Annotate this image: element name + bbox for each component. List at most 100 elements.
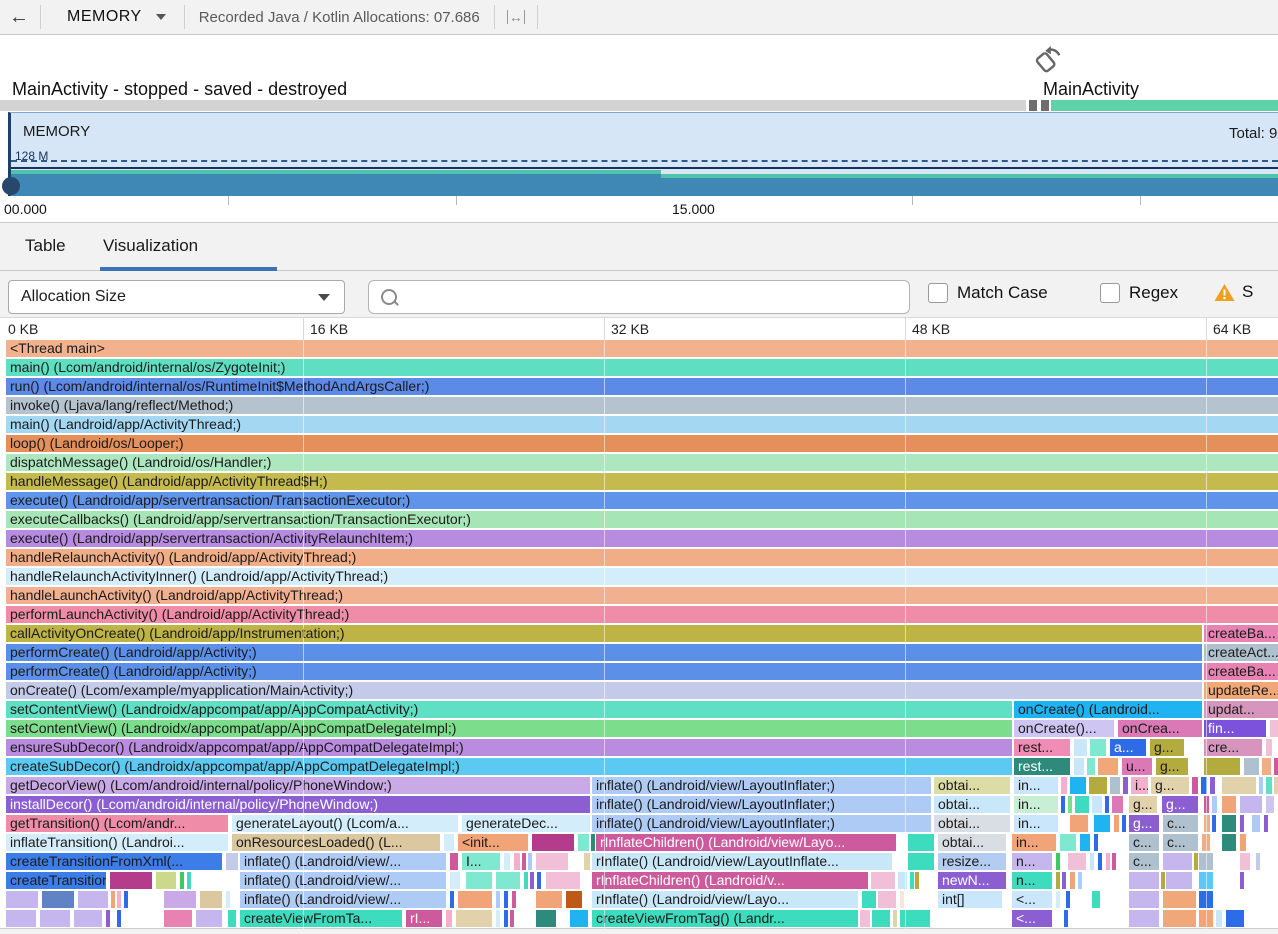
flame-segment[interactable]: g... [1156,758,1188,775]
flame-fragment[interactable] [1163,910,1196,927]
flame-fragment[interactable] [1062,872,1066,889]
flame-fragment[interactable] [504,891,508,908]
flame-segment[interactable]: g... [1129,815,1159,832]
flame-fragment[interactable] [1240,815,1244,832]
flame-fragment[interactable] [1094,815,1110,832]
flame-segment[interactable]: installDecor() (Lcom/android/internal/po… [6,796,590,813]
flame-fragment[interactable] [458,891,492,908]
zoom-to-fit-icon[interactable]: ↔ [506,9,525,25]
flame-fragment[interactable] [1163,891,1196,908]
flame-fragment[interactable] [536,891,562,908]
flame-fragment[interactable] [444,834,454,851]
flame-fragment[interactable] [1222,796,1236,813]
flame-segment[interactable]: createViewFromTa... [240,910,402,927]
flame-fragment[interactable] [450,891,454,908]
flame-fragment[interactable] [1166,872,1192,889]
flame-fragment[interactable] [1240,796,1262,813]
flame-segment[interactable]: in... [1012,834,1056,851]
flame-fragment[interactable] [530,872,534,889]
flame-fragment[interactable] [1274,777,1278,794]
flame-segment[interactable]: u... [1122,758,1152,775]
flame-fragment[interactable] [466,872,492,889]
flame-fragment[interactable] [1080,834,1090,851]
flame-segment[interactable]: onCreate()... [1014,720,1114,737]
flame-fragment[interactable] [1060,834,1076,851]
flame-fragment[interactable] [1112,853,1116,870]
flame-fragment[interactable] [915,872,919,889]
flame-fragment[interactable] [1075,796,1089,813]
flame-segment[interactable]: inflate() (Landroid/view/... [240,891,446,908]
flame-segment[interactable]: in... [1014,815,1058,832]
memory-panel[interactable]: MEMORY Total: 9 128 M [2,112,1278,200]
flame-fragment[interactable] [1274,758,1278,775]
flame-segment[interactable]: obtai... [934,777,1010,794]
flame-fragment[interactable] [1129,891,1159,908]
flame-segment[interactable]: createTransitionFromXml(... [6,853,222,870]
flame-fragment[interactable] [504,853,510,870]
flame-segment[interactable]: run() (Lcom/android/internal/os/RuntimeI… [6,378,1278,395]
flame-segment[interactable]: main() (Landroid/app/ActivityThread;) [6,416,1278,433]
flame-fragment[interactable] [1266,739,1272,756]
flame-fragment[interactable] [196,910,222,927]
flame-fragment[interactable] [1216,910,1222,927]
flame-segment[interactable]: rest... [1014,758,1070,775]
flame-segment[interactable]: ensureSubDecor() (Landroidx/appcompat/ap… [6,739,1012,756]
flame-segment[interactable]: n... [1012,853,1052,870]
flame-segment[interactable]: generateLayout() (Lcom/a... [232,815,458,832]
flame-fragment[interactable] [1262,758,1271,775]
flame-fragment[interactable] [1161,872,1165,889]
flame-segment[interactable]: inflateTransition() (Landroi... [6,834,228,851]
flame-fragment[interactable] [1068,796,1072,813]
flame-segment[interactable]: performLaunchActivity() (Landroid/app/Ac… [6,606,1278,623]
flame-segment[interactable]: executeCallbacks() (Landroid/app/servert… [6,511,1278,528]
flame-fragment[interactable] [1061,777,1067,794]
flame-fragment[interactable] [496,910,500,927]
flame-segment[interactable]: inflate() (Landroid/view/LayoutInflater;… [592,815,931,832]
flame-segment[interactable]: inflate() (Landroid/view/... [240,853,446,870]
flame-fragment[interactable] [900,891,904,908]
flame-fragment[interactable] [524,872,528,889]
flame-segment[interactable]: a... [1110,739,1146,756]
flame-fragment[interactable] [1222,777,1256,794]
flame-segment[interactable]: invoke() (Ljava/lang/reflect/Method;) [6,397,1278,414]
flame-fragment[interactable] [1089,777,1107,794]
flame-segment[interactable]: g... [1150,739,1184,756]
flame-fragment[interactable] [537,872,541,889]
flame-fragment[interactable] [910,872,914,889]
flame-fragment[interactable] [1194,853,1198,870]
flame-fragment[interactable] [1212,796,1217,813]
flame-segment[interactable]: i... [1131,777,1148,794]
flame-fragment[interactable] [1222,815,1236,832]
flame-segment[interactable]: obtai... [934,815,1010,832]
flame-fragment[interactable] [456,910,492,927]
flame-fragment[interactable] [1090,739,1106,756]
flame-fragment[interactable] [1259,777,1263,794]
flame-fragment[interactable] [878,891,896,908]
flame-fragment[interactable] [1092,796,1102,813]
flame-fragment[interactable] [872,910,890,927]
flame-fragment[interactable] [78,891,108,908]
flame-segment[interactable]: loop() (Landroid/os/Looper;) [6,435,1278,452]
flame-fragment[interactable] [510,910,514,927]
flame-fragment[interactable] [536,910,556,927]
flame-fragment[interactable] [1240,872,1244,889]
flame-segment[interactable]: g... [1151,777,1189,794]
match-case-checkbox[interactable] [928,283,948,303]
rotation-event-icon[interactable] [1033,43,1063,80]
flame-fragment[interactable] [1240,834,1246,851]
flame-fragment[interactable] [117,891,121,908]
flame-fragment[interactable] [1106,853,1110,870]
flame-fragment[interactable] [1129,910,1159,927]
flame-fragment[interactable] [1056,872,1060,889]
flame-segment[interactable]: getTransition() (Lcom/andr... [6,815,228,832]
flame-fragment[interactable] [908,853,934,870]
flame-segment[interactable]: <... [1012,891,1052,908]
flame-chart[interactable]: <Thread main> main() (Lcom/android/intern… [0,340,1278,929]
flame-segment[interactable]: <... [1012,910,1052,927]
flame-segment[interactable]: setContentView() (Landroidx/appcompat/ap… [6,720,1012,737]
flame-segment[interactable]: fin... [1204,720,1266,737]
flame-fragment[interactable] [1192,777,1198,794]
flame-fragment[interactable] [1112,796,1123,813]
flame-segment[interactable]: rInflateChildren() (Landroid/v... [592,872,868,889]
flame-segment[interactable]: handleRelaunchActivityInner() (Landroid/… [6,568,1278,585]
